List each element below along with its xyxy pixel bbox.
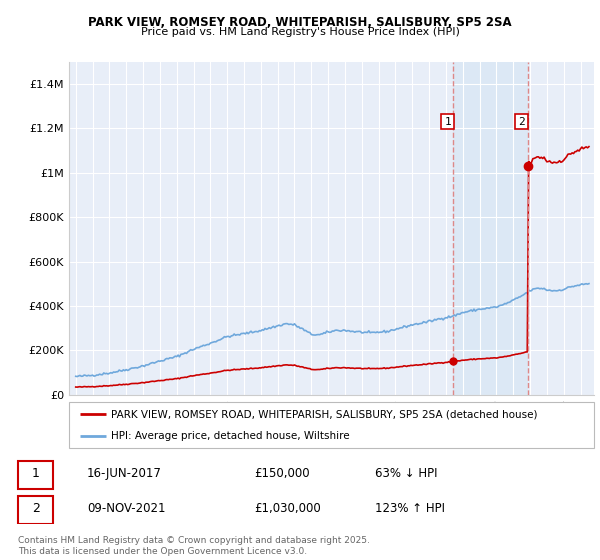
Text: 63% ↓ HPI: 63% ↓ HPI [375,466,437,480]
Text: 2: 2 [518,116,525,127]
Text: £150,000: £150,000 [254,466,310,480]
FancyBboxPatch shape [18,496,53,524]
Text: 1: 1 [32,466,40,480]
Text: £1,030,000: £1,030,000 [254,502,320,515]
Text: 2: 2 [32,502,40,515]
Text: 16-JUN-2017: 16-JUN-2017 [87,466,162,480]
Text: Contains HM Land Registry data © Crown copyright and database right 2025.
This d: Contains HM Land Registry data © Crown c… [18,536,370,556]
Text: PARK VIEW, ROMSEY ROAD, WHITEPARISH, SALISBURY, SP5 2SA: PARK VIEW, ROMSEY ROAD, WHITEPARISH, SAL… [88,16,512,29]
Bar [454,62,527,395]
Text: Price paid vs. HM Land Registry's House Price Index (HPI): Price paid vs. HM Land Registry's House … [140,27,460,37]
Text: 1: 1 [444,116,451,127]
FancyBboxPatch shape [69,402,594,448]
Text: PARK VIEW, ROMSEY ROAD, WHITEPARISH, SALISBURY, SP5 2SA (detached house): PARK VIEW, ROMSEY ROAD, WHITEPARISH, SAL… [111,409,538,419]
FancyBboxPatch shape [18,460,53,488]
Text: 123% ↑ HPI: 123% ↑ HPI [375,502,445,515]
Text: HPI: Average price, detached house, Wiltshire: HPI: Average price, detached house, Wilt… [111,431,350,441]
Text: 09-NOV-2021: 09-NOV-2021 [87,502,166,515]
